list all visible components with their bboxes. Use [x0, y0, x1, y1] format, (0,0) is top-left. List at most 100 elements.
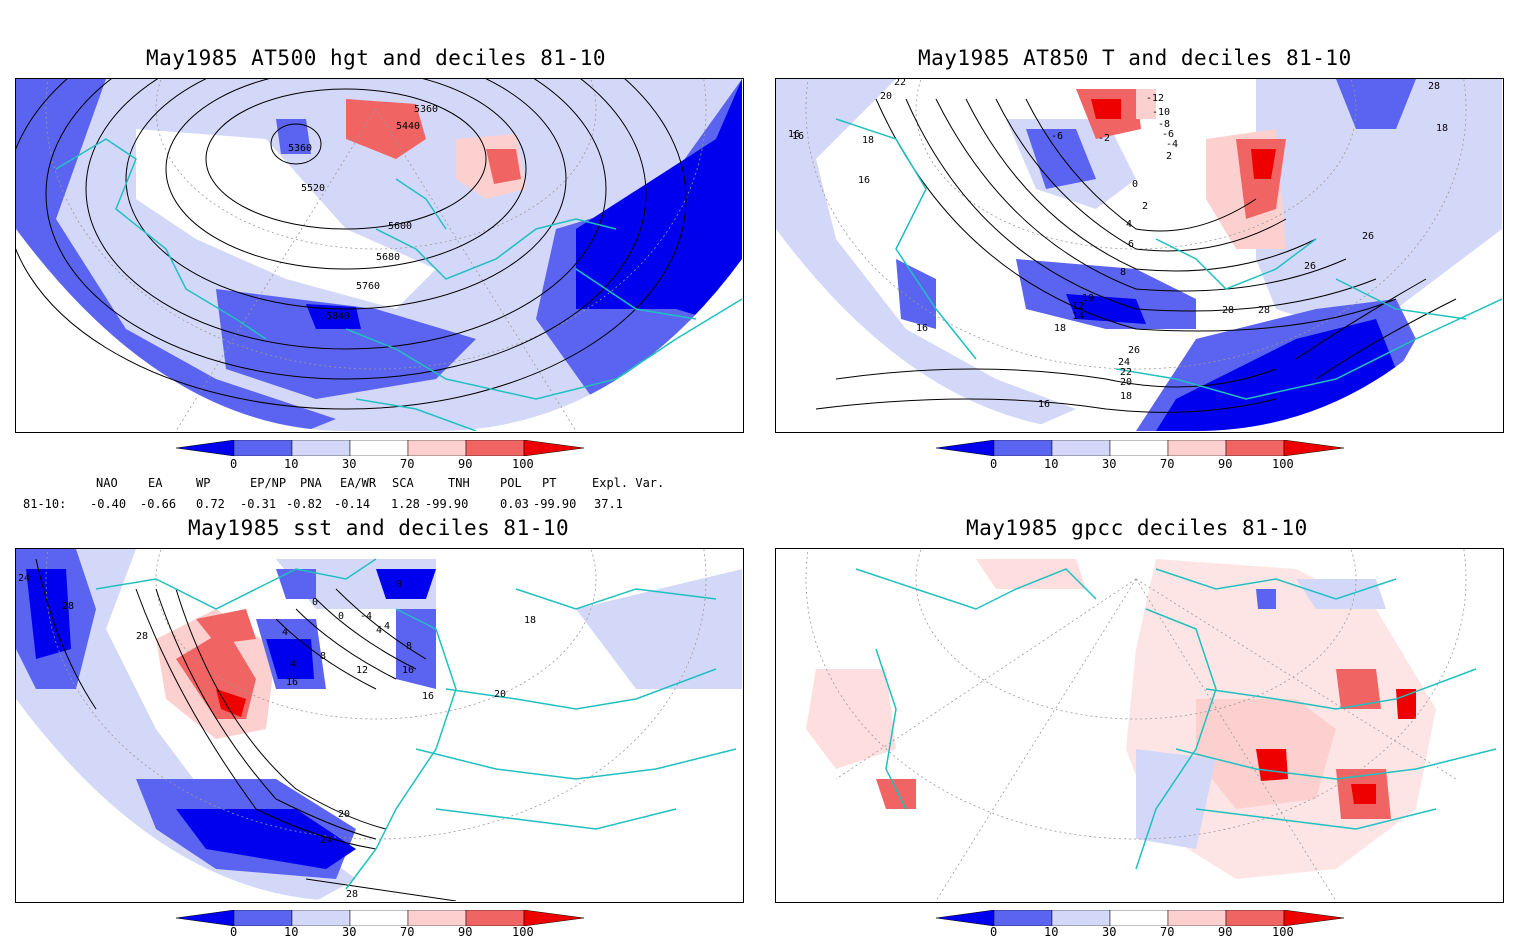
colorbar-segment	[291, 909, 351, 927]
panel-title-sst: May1985 sst and deciles 81-10	[188, 516, 570, 540]
colorbar-segment	[935, 439, 995, 457]
graticule	[45, 79, 707, 431]
contour-label: 12	[1072, 301, 1084, 312]
index-value: -0.31	[240, 497, 277, 511]
colorbar-tick: 90	[1218, 925, 1233, 939]
map-panel-gpcc	[775, 548, 1504, 903]
decile-fill	[396, 609, 436, 689]
outside-map	[436, 729, 742, 901]
contour-label: 26	[1362, 231, 1374, 242]
graticule	[45, 549, 707, 840]
decile-fill	[1256, 749, 1288, 781]
panel-title-at850: May1985 AT850 T and deciles 81-10	[918, 46, 1352, 70]
decile-fill	[276, 569, 316, 599]
contour-label: 14	[1072, 311, 1084, 322]
contour-label: -2	[1098, 133, 1110, 144]
contour-label: 0	[312, 597, 318, 608]
decile-fill	[376, 569, 436, 599]
contour-labels: 22 20 16 18 16 16 -6 -2 -12 -10 -8 -6 -4…	[788, 79, 1448, 410]
colorbar-segment	[1225, 909, 1285, 927]
colorbar-segment	[935, 909, 995, 927]
outside-map	[16, 699, 346, 901]
contour-label: 28	[62, 601, 74, 612]
contour-label: 22	[894, 79, 906, 88]
decile-fill	[306, 304, 361, 329]
contour-label: 16	[402, 665, 414, 676]
contour-labels: 5360 5440 5360 5520 5600 5680 5760 5840	[288, 104, 438, 322]
index-header: EA	[148, 476, 163, 490]
index-header: NAO	[96, 476, 118, 490]
contour-label: 18	[524, 615, 536, 626]
colorbar-tick: 70	[400, 457, 415, 471]
contour-label: 16	[422, 691, 434, 702]
colorbar-segment	[1167, 439, 1227, 457]
index-value: -0.14	[334, 497, 371, 511]
height-contours	[16, 79, 687, 410]
colorbar-segment	[993, 909, 1053, 927]
contour-label: 4	[290, 659, 296, 670]
decile-fill	[806, 669, 896, 769]
colorbar-tick: 10	[284, 457, 299, 471]
colorbar-segment	[523, 909, 585, 927]
colorbar-segment	[349, 439, 409, 457]
colorbar-tick: 0	[990, 457, 998, 471]
colorbar-top-left: 0 10 30 70 90 100	[175, 439, 586, 476]
contour-label: 28	[1222, 305, 1234, 316]
contour-label: 18	[1436, 123, 1448, 134]
coastlines	[95, 558, 737, 890]
colorbar-bottom-right: 0 10 30 70 90 100	[935, 909, 1346, 940]
decile-fill	[266, 639, 314, 679]
colorbar-segment	[465, 439, 525, 457]
contour-label: -4	[360, 611, 372, 622]
index-value: 0.03	[500, 497, 529, 511]
colorbar-tick: 100	[1272, 925, 1294, 939]
contour-label: 8	[406, 641, 412, 652]
graticule	[805, 549, 1467, 901]
colorbar-tick: 100	[512, 925, 534, 939]
contour-label: 5520	[301, 183, 325, 194]
contour-label: 20	[1120, 377, 1132, 388]
decile-fill	[576, 569, 742, 689]
colorbar-tick: 90	[458, 925, 473, 939]
contour-label: 2	[1166, 151, 1172, 162]
coastlines	[855, 568, 1497, 870]
contour-label: 8	[1120, 267, 1126, 278]
map-panel-at500: 5360 5440 5360 5520 5600 5680 5760 5840	[15, 78, 744, 433]
colorbar-tick: 10	[1044, 457, 1059, 471]
contour-label: 24	[1118, 357, 1130, 368]
colorbar-segment	[1283, 909, 1345, 927]
decile-fill	[1136, 749, 1216, 849]
colorbar-segment	[523, 439, 585, 457]
sst-contours	[35, 558, 457, 901]
index-value: -99.90	[533, 497, 577, 511]
decile-fill	[1256, 589, 1276, 609]
colorbar-segment	[291, 439, 351, 457]
colorbar-segment	[407, 909, 467, 927]
contour-label: 16	[792, 131, 804, 142]
contour-label: 4	[376, 625, 382, 636]
decile-fill	[1336, 669, 1381, 709]
panel-title-gpcc: May1985 gpcc deciles 81-10	[966, 516, 1308, 540]
colorbar-segment	[175, 439, 235, 457]
index-value: 1.28	[391, 497, 420, 511]
contour-label: 16	[916, 323, 928, 334]
decile-fill	[1351, 784, 1376, 804]
decile-fill	[1296, 579, 1386, 609]
panel-title-at500: May1985 AT500 hgt and deciles 81-10	[146, 46, 607, 70]
contour-label: 2	[1142, 201, 1148, 212]
outside-map	[1196, 259, 1502, 431]
decile-fill	[1136, 89, 1156, 119]
temperature-contours	[815, 98, 1457, 413]
colorbar-tick: 0	[230, 457, 238, 471]
colorbar-segment	[1109, 439, 1169, 457]
colorbar-segment	[1109, 909, 1169, 927]
colorbar-segment	[233, 909, 293, 927]
outside-map	[16, 229, 346, 431]
colorbar-segment	[407, 439, 467, 457]
decile-fill	[276, 119, 311, 154]
contour-label: -4	[1166, 139, 1178, 150]
colorbar-segment	[1283, 439, 1345, 457]
map-panel-sst: 24 28 28 0 0 4 4 4 8 12 16 16 16 20 20 2…	[15, 548, 744, 903]
contour-label: 22	[1120, 367, 1132, 378]
contour-label: 5680	[376, 252, 400, 263]
